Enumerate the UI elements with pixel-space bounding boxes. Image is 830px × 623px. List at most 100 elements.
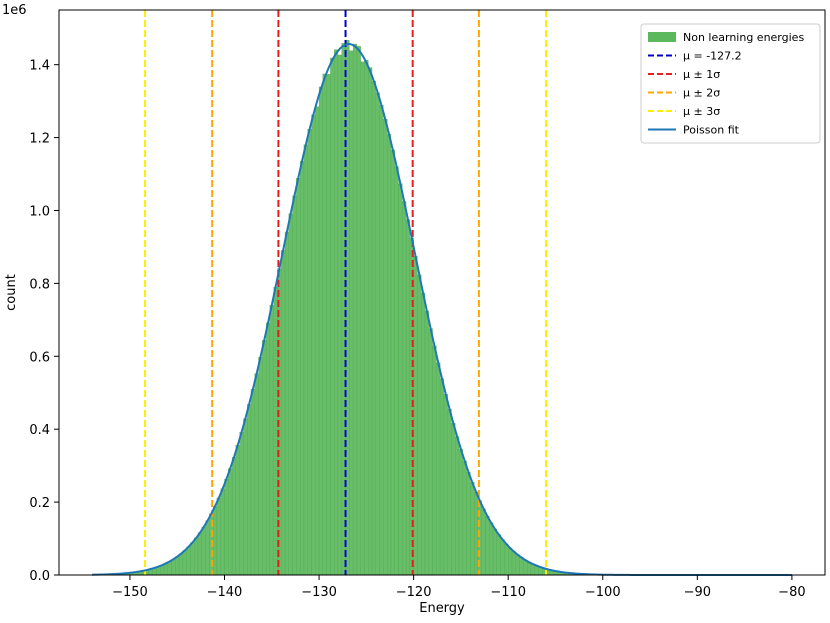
y-tick-label: 1.4 [29,59,50,74]
histogram-bar [239,432,244,576]
histogram-bar [163,563,168,576]
histogram-bar [186,546,191,576]
histogram-bar [439,378,445,576]
histogram-bar [489,522,494,576]
histogram-bar [462,460,467,576]
x-tick-label: −90 [684,585,711,600]
histogram-bar [212,506,218,576]
histogram-bar [315,106,320,576]
histogram-bar [228,468,233,576]
histogram-bar [296,177,301,576]
histogram-bar [371,81,376,576]
histogram-bar [299,160,305,576]
histogram-bar [390,149,395,576]
histogram-bar [508,547,513,576]
histogram-bar [175,556,180,576]
histogram-bar [307,129,312,576]
histogram-bar [262,340,267,576]
histogram-bar [273,286,278,576]
histogram-bar [413,256,418,576]
histogram-bar [224,478,229,576]
histogram-bar [250,389,255,576]
histogram-bar [428,328,433,576]
x-axis-title: Energy [419,601,465,616]
histogram-bar [330,57,335,576]
histogram-bar [269,305,274,576]
histogram-bar [421,292,426,576]
histogram-bar [387,133,392,576]
histogram-bar [405,219,410,576]
legend-box [640,23,821,144]
histogram-bar [375,92,380,576]
histogram-bar [334,49,339,576]
histogram-bar [515,554,520,576]
histogram-bar [481,508,486,576]
histogram-bar [383,119,388,576]
histogram-bar [466,471,471,576]
legend-label: μ = -127.2 [683,50,742,63]
reference-lines [144,10,548,575]
y-tick-label: 0.0 [29,569,50,584]
histogram-bar [171,559,176,576]
y-axis: 0.0 0.2 0.4 0.6 0.8 1.0 1.2 1.4 [29,59,59,584]
histogram-bar [436,362,441,576]
histogram-bar [398,183,403,576]
histogram-bar [455,436,460,576]
histogram-bar [526,561,532,576]
x-tick-label: −150 [112,585,148,600]
histogram-bar [322,73,327,576]
y-axis-title: count [4,274,19,311]
legend-label: Poisson fit [683,124,740,137]
histogram-bar [368,67,373,576]
histogram-bars [91,40,615,576]
histogram-bar [254,373,259,576]
histogram-bar [352,43,358,576]
histogram-bar [247,404,252,576]
legend: Non learning energies μ = -127.2 μ ± 1σ μ ±… [640,23,821,144]
histogram-bar [337,54,342,576]
histogram-bar [496,534,501,576]
histogram-bar [303,144,308,576]
histogram-bar [474,491,479,576]
y-tick-label: 1.0 [29,204,50,219]
histogram-bar [281,250,286,576]
histogram-bar [243,418,248,576]
histogram-bar [349,50,354,576]
histogram-bar [364,60,369,576]
x-tick-label: −120 [396,585,432,600]
histogram-bar [379,105,384,576]
histogram-bar [360,61,365,576]
histogram-bar [519,557,524,576]
histogram-bar [231,457,236,576]
y-scale-label: 1e6 [2,3,27,18]
histogram-bar [197,532,202,576]
histogram-bar [201,526,206,576]
histogram-bar [402,201,407,576]
histogram-bar [258,357,263,576]
histogram-bar [394,166,399,576]
x-axis: −150 −140 −130 −120 −110 −100 −90 −80 [112,575,806,600]
plot-frame [58,9,826,576]
x-tick-label: −130 [301,585,337,600]
histogram-bar [492,528,497,576]
legend-label: μ ± 1σ [683,68,720,81]
histogram-bar [447,408,452,576]
histogram-bar [318,86,323,576]
histogram-bar [417,274,422,576]
x-tick-label: −80 [778,585,805,600]
histogram-bar [523,559,528,576]
y-tick-label: 0.6 [29,350,50,365]
histogram-bar [485,515,490,576]
y-tick-label: 0.4 [29,423,50,438]
x-tick-label: −100 [585,585,621,600]
histogram-bar [356,46,361,576]
histogram-bar [182,550,187,576]
histogram-bar [216,497,221,576]
histogram-bar [178,553,184,576]
histogram-bar [265,322,271,576]
x-tick-label: −110 [490,585,526,600]
y-tick-label: 1.2 [29,132,50,147]
y-tick-label: 0.2 [29,496,50,511]
histogram-bar [167,561,172,576]
